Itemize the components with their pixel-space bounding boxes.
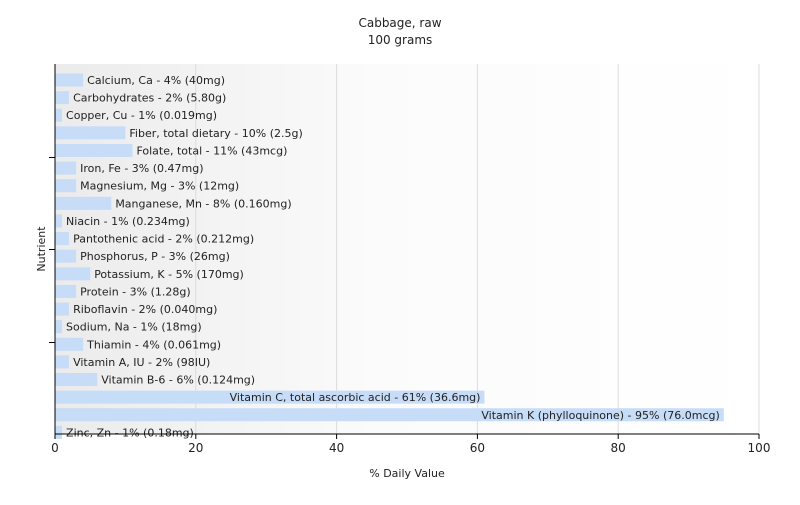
bar <box>55 196 112 210</box>
bar-data-label: Vitamin C, total ascorbic acid - 61% (36… <box>230 391 481 404</box>
bar <box>55 408 724 422</box>
bar-data-label: Copper, Cu - 1% (0.019mg) <box>66 109 217 122</box>
x-tick-label: 20 <box>188 441 203 455</box>
bar-data-label: Vitamin A, IU - 2% (98IU) <box>73 356 210 369</box>
y-axis-label: Nutrient <box>35 226 48 272</box>
bar-data-label: Protein - 3% (1.28g) <box>80 285 191 298</box>
axes-group: 0 20 40 60 80 100 <box>49 64 770 455</box>
bar <box>55 108 63 122</box>
x-tick-label: 100 <box>748 441 771 455</box>
bar-data-label: Sodium, Na - 1% (18mg) <box>66 321 202 334</box>
bar-data-label: Vitamin B-6 - 6% (0.124mg) <box>101 374 255 387</box>
chart-subtitle: 100 grams <box>368 33 433 47</box>
bar <box>55 284 77 298</box>
chart-title: Cabbage, raw <box>358 16 441 30</box>
bar <box>55 143 133 157</box>
grid-lines <box>195 64 760 434</box>
bar <box>55 425 63 439</box>
bar <box>55 267 91 281</box>
bar-data-label: Thiamin - 4% (0.061mg) <box>86 338 221 351</box>
bar-data-label: Carbohydrates - 2% (5.80g) <box>73 92 226 105</box>
bar <box>55 214 63 228</box>
bar-data-label: Zinc, Zn - 1% (0.18mg) <box>66 426 194 439</box>
bar-data-label: Calcium, Ca - 4% (40mg) <box>87 74 225 87</box>
bar <box>55 302 70 316</box>
bar <box>55 179 77 193</box>
bar <box>55 249 77 263</box>
bar-data-label: Riboflavin - 2% (0.040mg) <box>73 303 217 316</box>
bar <box>55 126 126 140</box>
bar-data-label: Fiber, total dietary - 10% (2.5g) <box>129 127 302 140</box>
bar <box>55 320 63 334</box>
x-tick-label: 60 <box>470 441 485 455</box>
bar-data-label: Iron, Fe - 3% (0.47mg) <box>80 162 203 175</box>
bar <box>55 161 77 175</box>
x-tick-label: 40 <box>329 441 344 455</box>
bar <box>55 232 70 246</box>
bar <box>55 337 84 351</box>
bar <box>55 373 98 387</box>
bar-data-label: Potassium, K - 5% (170mg) <box>94 268 244 281</box>
bars-group: Calcium, Ca - 4% (40mg) Carbohydrates - 2… <box>55 73 724 439</box>
plot-area <box>55 64 759 434</box>
bar-data-label: Folate, total - 11% (43mcg) <box>136 144 287 157</box>
bar-data-label: Magnesium, Mg - 3% (12mg) <box>80 180 239 193</box>
x-tick-label: 0 <box>51 441 59 455</box>
bar <box>55 355 70 369</box>
bar <box>55 390 485 404</box>
bar-data-label: Niacin - 1% (0.234mg) <box>66 215 190 228</box>
bar <box>55 73 84 87</box>
bar-data-label: Phosphorus, P - 3% (26mg) <box>80 250 230 263</box>
bar-data-label: Vitamin K (phylloquinone) - 95% (76.0mcg… <box>481 409 719 422</box>
x-axis-label: % Daily Value <box>369 467 445 480</box>
bar <box>55 91 70 105</box>
x-tick-label: 80 <box>611 441 626 455</box>
bar-data-label: Manganese, Mn - 8% (0.160mg) <box>115 197 291 210</box>
bar-data-label: Pantothenic acid - 2% (0.212mg) <box>73 233 254 246</box>
